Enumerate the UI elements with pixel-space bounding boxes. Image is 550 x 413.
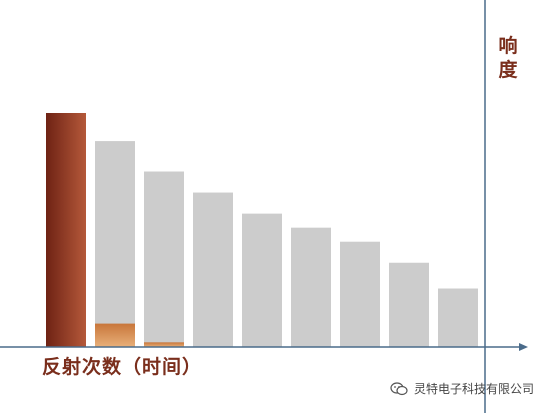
bar-9 <box>438 288 478 347</box>
bar-5 <box>242 213 282 347</box>
bar-4 <box>193 192 233 347</box>
bar-2 <box>95 141 135 347</box>
overlay-bar-3 <box>144 342 184 347</box>
overlay-bar-2 <box>95 323 135 347</box>
x-axis-arrow <box>519 343 528 351</box>
bar-1 <box>46 113 86 347</box>
y-axis-label: 响度 <box>498 35 518 81</box>
bar-6 <box>291 227 331 347</box>
watermark: 灵特电子科技有限公司 <box>390 380 534 397</box>
overlay-bars <box>95 323 184 347</box>
x-axis-label: 反射次数（时间） <box>42 356 203 378</box>
bars <box>46 113 478 347</box>
bar-7 <box>340 241 380 347</box>
bar-8 <box>389 262 429 347</box>
wechat-icon <box>390 381 408 395</box>
bar-3 <box>144 171 184 347</box>
watermark-text: 灵特电子科技有限公司 <box>413 382 534 396</box>
